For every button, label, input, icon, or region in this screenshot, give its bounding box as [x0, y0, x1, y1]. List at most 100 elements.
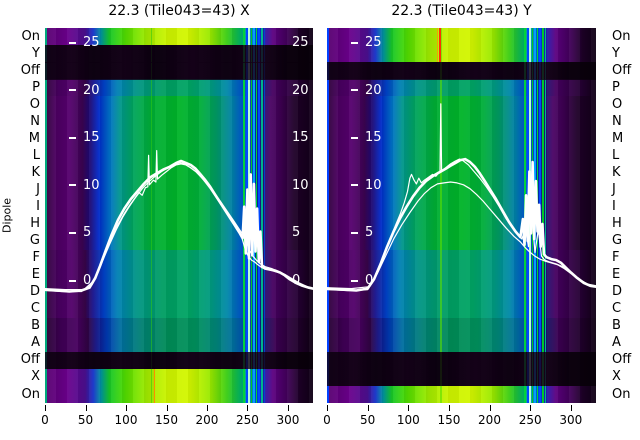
dipole-row-label-j-9: J: [36, 181, 40, 197]
tick-value: 25: [292, 35, 309, 50]
tick-value: 25: [83, 35, 100, 50]
dipole-row-label-g-12: G: [612, 233, 623, 249]
left-panel-title: 22.3 (Tile043=43) X: [108, 3, 250, 19]
value-tick-label-right: 0: [292, 274, 300, 287]
x-tick-label: 200: [478, 413, 501, 427]
x-tick-mark: [408, 405, 410, 411]
dipole-row-label-o-4: O: [612, 96, 623, 112]
value-tick-label-right: 5: [292, 226, 300, 239]
dipole-row-label-h-11: H: [612, 216, 622, 231]
value-tick-label-left: 25: [69, 36, 100, 49]
tick-value: 15: [83, 130, 100, 146]
dipole-row-label-l-7: L: [612, 147, 620, 163]
beam-curves: [327, 103, 596, 292]
x-tick-mark: [530, 405, 532, 411]
right-row-labels: On Y Off P O N M L K J I H G F E D C B A Off X On: [612, 28, 640, 403]
dipole-row-label-x-20: X: [612, 369, 621, 385]
value-tick-label-left: 25: [351, 36, 382, 49]
heatmap-row-p-3: [327, 79, 596, 97]
heatmap-panel-x: 25 20 15 10 5 0 25 20 15 10 5 0: [45, 28, 313, 403]
dipole-row-label-p-3: P: [612, 79, 620, 95]
dipole-row-label-d-15: D: [612, 284, 623, 300]
tick-mark: [69, 231, 76, 234]
dipole-row-label-on-0: On: [21, 28, 40, 44]
beam-2: [327, 103, 596, 292]
dark-band-overlay: [45, 45, 313, 63]
x-tick-mark: [126, 405, 127, 411]
x-tick-label: 50: [359, 413, 376, 427]
dark-band-overlay: [327, 368, 596, 387]
heatmap-row-on-0: [327, 28, 596, 46]
dipole-row-label-n-5: N: [30, 113, 40, 129]
dipole-row-label-y-1: Y: [612, 45, 620, 61]
dipole-row-label-g-12: G: [29, 233, 40, 249]
rfi-stripe: [153, 368, 156, 403]
x-tick-mark: [489, 405, 491, 411]
dipole-row-label-on-0: On: [612, 28, 631, 44]
rfi-stripe: [151, 28, 153, 403]
beam-main: [327, 157, 596, 292]
heatmap-panel-y: 25 20 15 10 5 0: [327, 28, 596, 403]
dipole-row-label-l-7: L: [32, 147, 40, 163]
beam-curves: [45, 150, 313, 293]
dipole-row-label-m-6: M: [612, 130, 624, 146]
dipole-row-label-c-16: C: [612, 301, 622, 317]
tick-value: 0: [365, 273, 374, 288]
value-tick-label-left: 5: [351, 226, 373, 239]
heatmap-row-f-13: [327, 249, 596, 268]
dipole-row-label-d-15: D: [29, 284, 40, 300]
right-panel-title: 22.3 (Tile043=43) Y: [391, 3, 532, 19]
dark-band-overlay: [327, 62, 596, 80]
value-tick-label-left: 15: [351, 131, 382, 144]
x-tick-mark: [287, 405, 289, 411]
dark-band-overlay: [45, 351, 313, 370]
value-tick-label-left: 15: [69, 131, 100, 144]
dipole-row-label-off-19: Off: [20, 352, 40, 368]
dipole-row-label-j-9: J: [612, 181, 616, 197]
heatmap-row-b-17: [327, 317, 596, 336]
heatmap-row-on-21: [327, 385, 596, 403]
rfi-stripe: [437, 28, 438, 63]
dipole-row-label-p-3: P: [32, 79, 40, 95]
value-tick-label-right: 20: [292, 84, 309, 97]
tick-mark: [69, 41, 76, 44]
dipole-row-label-o-4: O: [29, 96, 40, 112]
rfi-stripe: [261, 28, 263, 403]
beam-3: [45, 162, 313, 291]
value-tick-label-left: 10: [69, 179, 100, 192]
dipole-row-label-on-21: On: [612, 386, 631, 402]
tick-value: 15: [292, 130, 309, 146]
tick-mark: [69, 136, 76, 139]
dipole-row-label-b-17: B: [612, 318, 621, 334]
dark-band-overlay: [45, 62, 313, 80]
dipole-row-label-n-5: N: [612, 113, 622, 129]
value-tick-label-left: 0: [69, 274, 91, 287]
value-tick-label-right: 15: [292, 131, 309, 144]
tick-value: 10: [292, 177, 309, 193]
tick-value: 10: [365, 177, 382, 193]
dipole-row-label-i-10: I: [612, 199, 616, 214]
dipole-row-label-f-13: F: [32, 250, 40, 266]
x-tick-label: 250: [518, 413, 542, 427]
tick-value: 5: [365, 225, 374, 241]
value-tick-label-right: 25: [292, 36, 309, 49]
dark-band-overlay: [327, 351, 596, 370]
x-tick-label: 0: [323, 413, 331, 427]
heatmap-row-d-15: [327, 283, 596, 302]
x-tick-label: 150: [437, 413, 461, 427]
heatmap-row-e-14: [327, 266, 596, 285]
rfi-stripe: [544, 28, 547, 403]
beam-2: [45, 150, 313, 293]
dipole-row-label-e-14: E: [612, 267, 621, 283]
x-tick-label: 100: [114, 413, 138, 427]
value-tick-label-left: 20: [351, 84, 382, 97]
heatmap-texture: [45, 28, 313, 403]
heatmap-row-a-18: [327, 334, 596, 353]
dipole-row-label-b-17: B: [31, 318, 40, 334]
tick-value: 20: [292, 82, 309, 98]
x-tick-label: 300: [559, 413, 583, 427]
dipole-row-label-k-8: K: [31, 164, 40, 180]
tick-mark: [351, 279, 358, 282]
left-row-labels: On Y Off P O N M L K J I H G F E D C B A Off X On: [0, 28, 40, 403]
rfi-stripe: [45, 28, 48, 403]
